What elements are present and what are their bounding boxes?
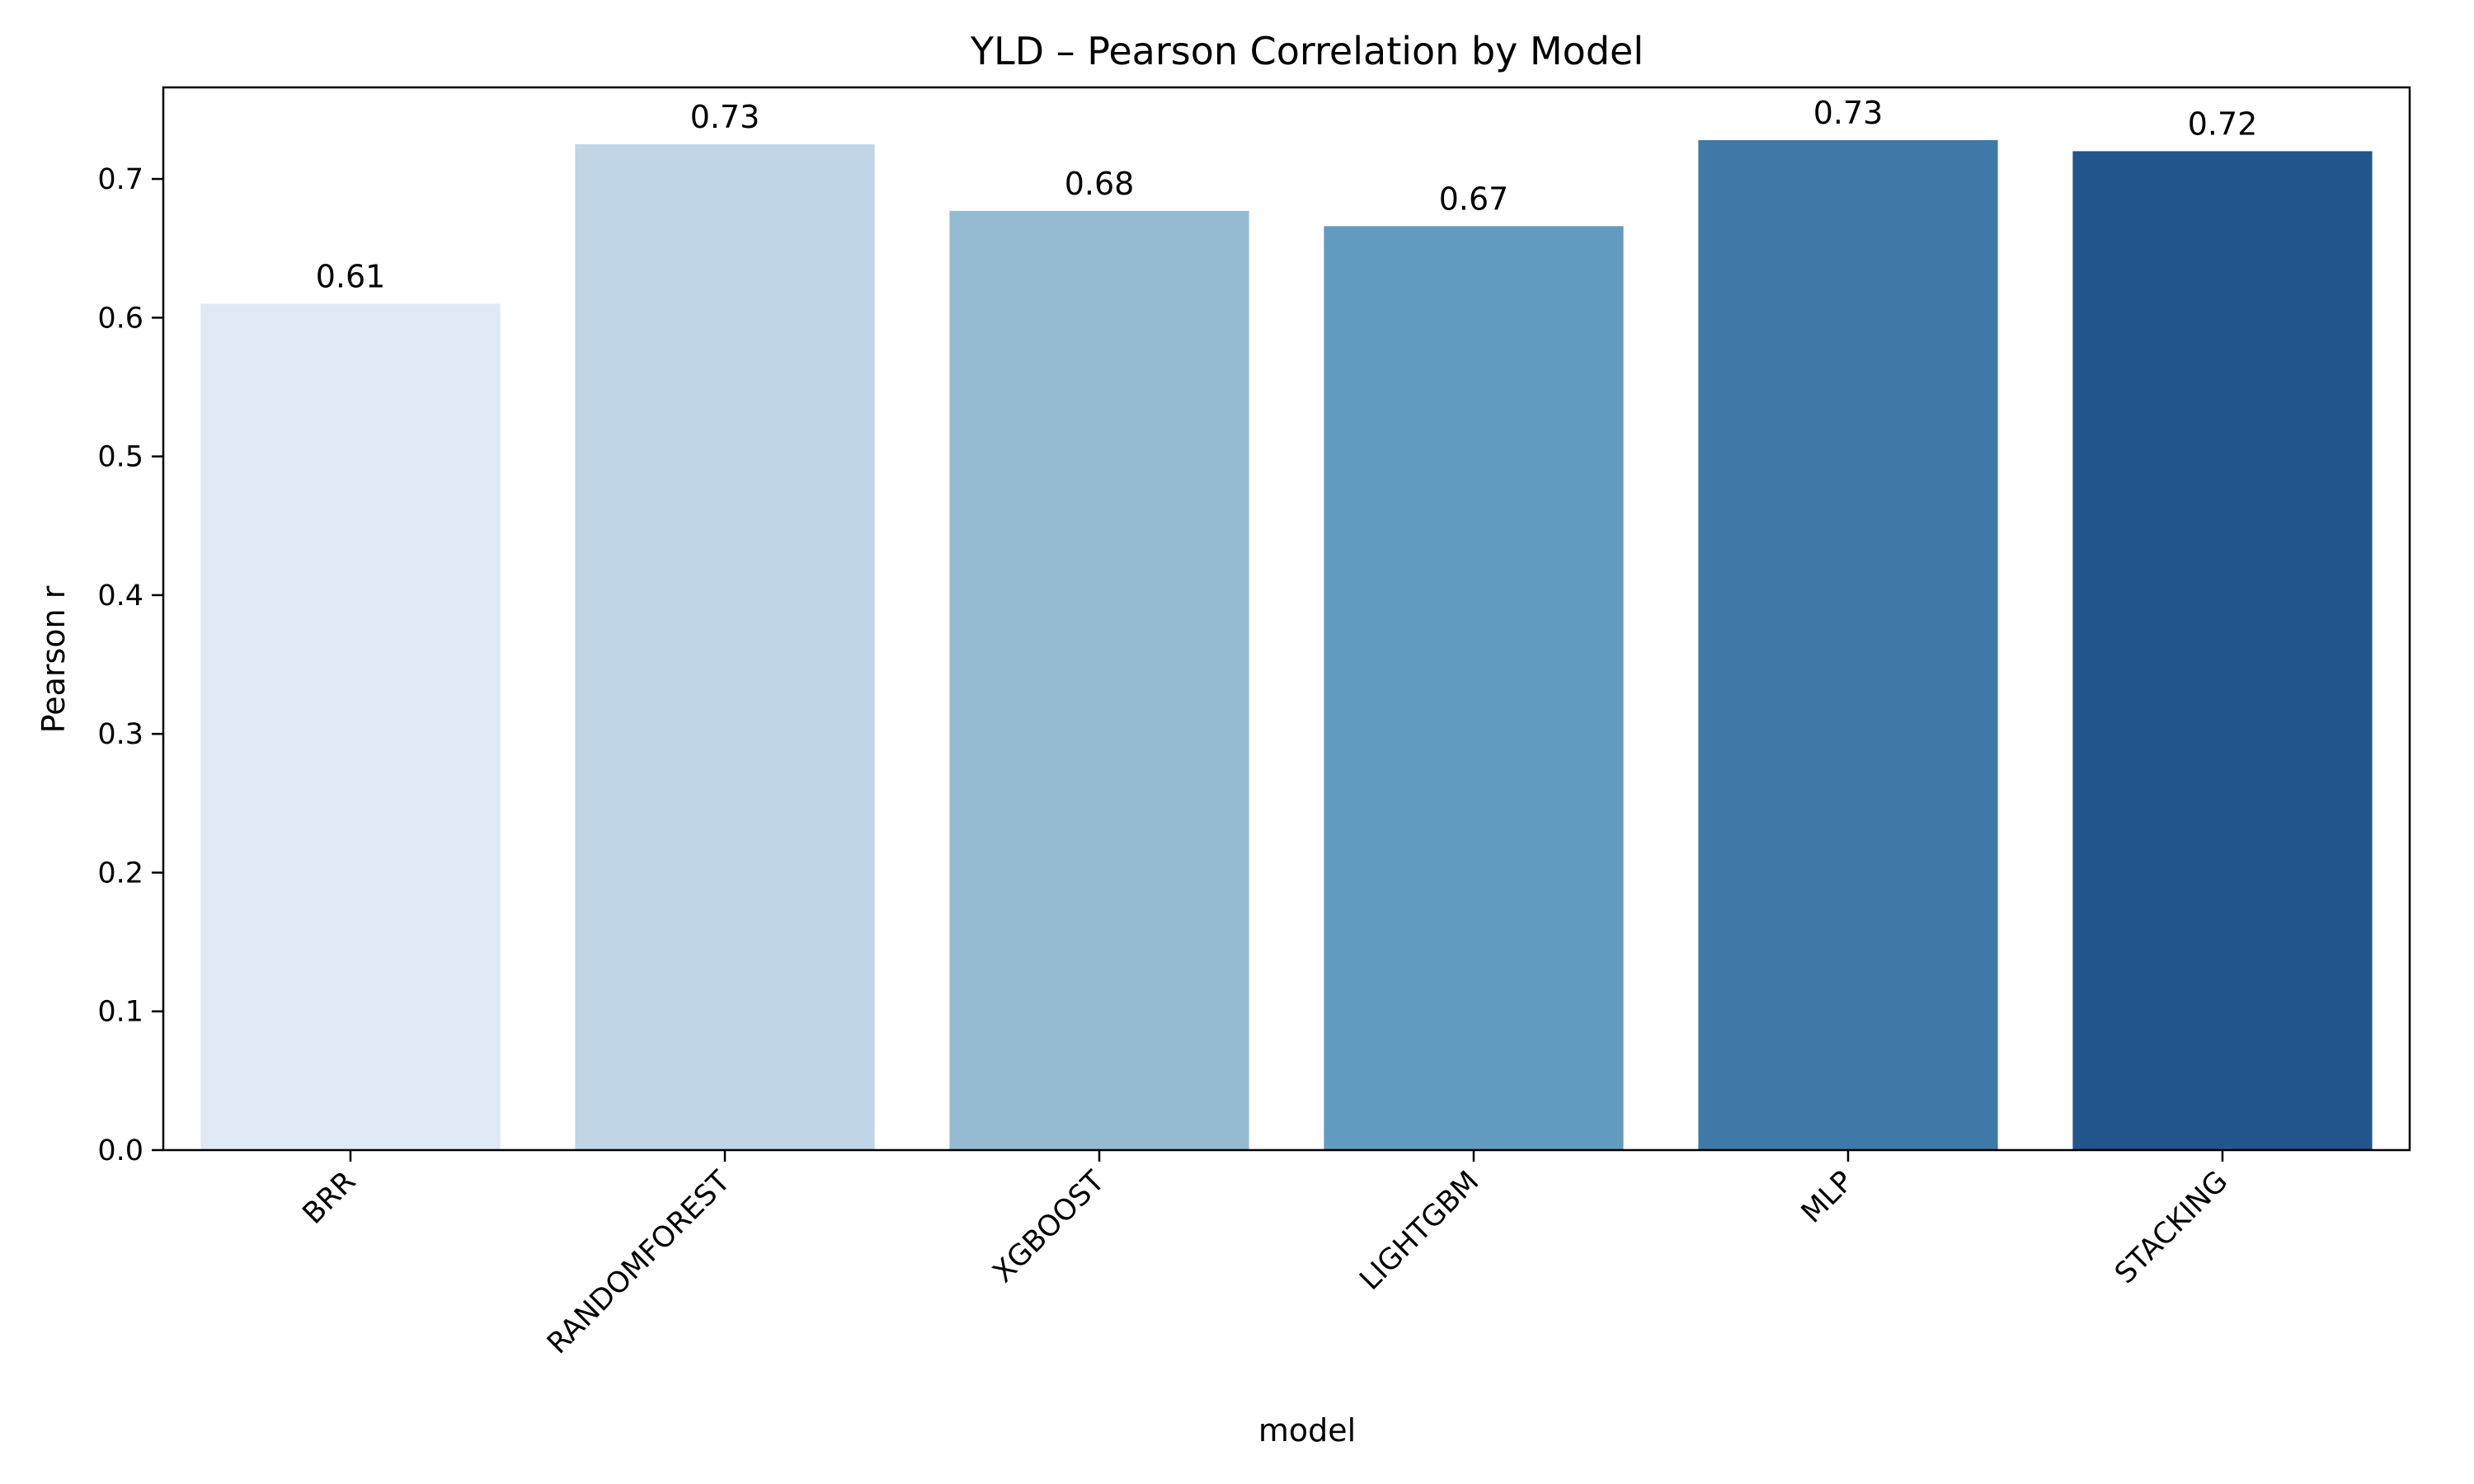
data-label-stacking: 0.72 [2188,106,2258,142]
x-axis: BRR RANDOMFOREST XGBOOST LIGHTGBM MLP STACKIN… [297,1150,2234,1361]
y-tick-label-3: 0.3 [97,718,143,751]
bar-lightgbm [1324,226,1624,1151]
x-tick-label-xgboost: XGBOOST [987,1165,1112,1289]
data-label-brr: 0.61 [316,259,386,295]
y-axis-label: Pearson r [35,585,72,733]
bar-randomforest [575,143,875,1151]
bars-group [200,139,2373,1151]
bar-mlp [1698,139,1998,1150]
y-axis: 0.0 0.1 0.2 0.3 0.4 0.5 0.6 0.7 [97,163,163,1167]
x-tick-label-brr: BRR [297,1165,363,1231]
y-tick-label-5: 0.5 [97,441,143,474]
data-label-lightgbm: 0.67 [1439,181,1509,217]
plot-frame [162,86,2411,1152]
chart-title: YLD – Pearson Correlation by Model [970,29,1644,73]
x-tick-label-mlp: MLP [1795,1165,1860,1229]
x-axis-label: model [1258,1412,1356,1449]
y-tick-label-4: 0.4 [97,580,143,613]
y-tick-label-2: 0.2 [97,857,143,890]
y-tick-label-6: 0.6 [97,302,143,335]
data-label-mlp: 0.73 [1813,95,1884,131]
y-tick-label-0: 0.0 [97,1134,143,1167]
x-tick-label-randomforest: RANDOMFOREST [541,1165,737,1361]
y-tick-label-1: 0.1 [97,996,143,1029]
x-tick-label-lightgbm: LIGHTGBM [1354,1165,1486,1297]
bar-xgboost [949,210,1249,1150]
y-tick-label-7: 0.7 [97,163,143,196]
data-label-randomforest: 0.73 [690,99,760,135]
bar-stacking [2072,151,2373,1150]
x-tick-label-stacking: STACKING [2109,1165,2234,1290]
data-labels-group: 0.61 0.73 0.68 0.67 0.73 0.72 [316,95,2258,295]
bar-brr [200,303,501,1151]
data-label-xgboost: 0.68 [1065,166,1135,202]
